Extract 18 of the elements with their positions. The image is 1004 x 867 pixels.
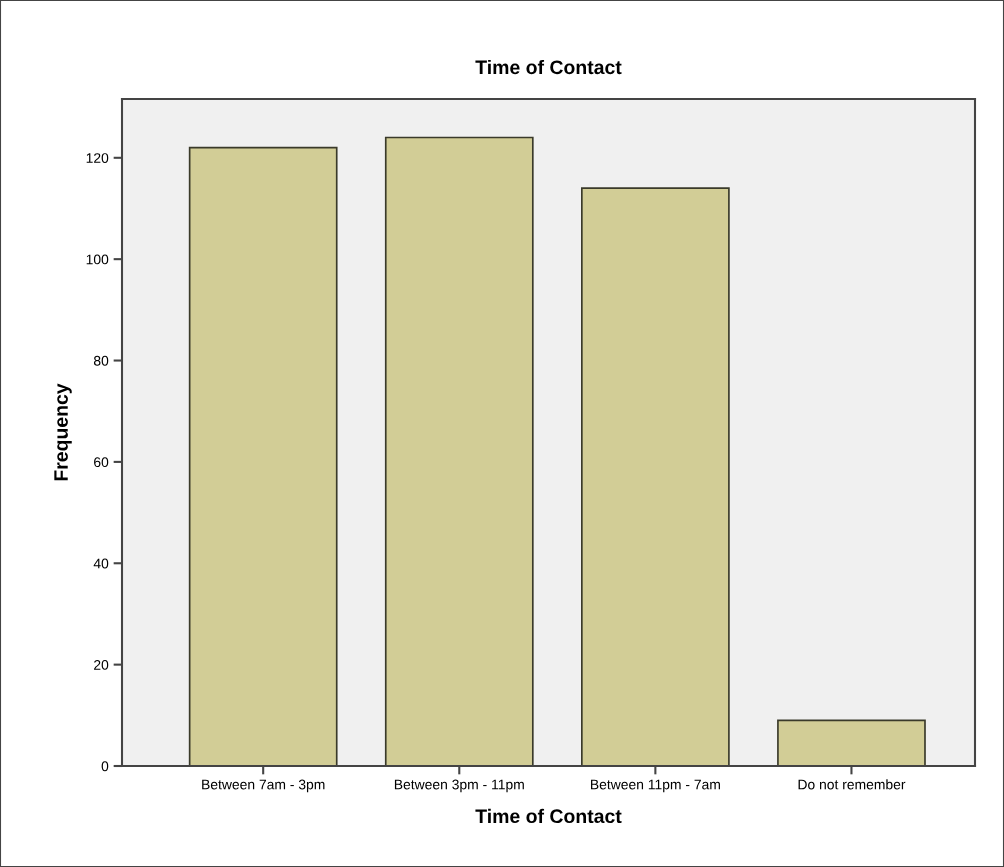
x-axis-title: Time of Contact: [475, 808, 622, 824]
y-tick-label: 100: [86, 254, 109, 265]
y-tick-label: 60: [94, 457, 109, 468]
x-tick-label: Between 11pm - 7am: [591, 779, 720, 793]
bar: [384, 136, 534, 766]
y-tick-label: 80: [93, 355, 109, 366]
y-axis-title: Frequency: [54, 383, 72, 481]
x-tick-label: Between 3pm - 11pm: [394, 779, 524, 793]
y-tick-label: 120: [86, 153, 109, 163]
bar: [188, 146, 338, 766]
bar: [777, 719, 926, 766]
y-tick-label: 20: [94, 659, 109, 670]
y-tick-label: 0: [101, 761, 109, 772]
bar: [581, 187, 730, 766]
y-tick-label: 40: [93, 558, 109, 569]
x-tick-label: Between 7am - 3pm: [202, 779, 325, 793]
x-tick-label: Do not remember: [798, 779, 906, 790]
chart-title: Time of Contact: [475, 59, 622, 75]
